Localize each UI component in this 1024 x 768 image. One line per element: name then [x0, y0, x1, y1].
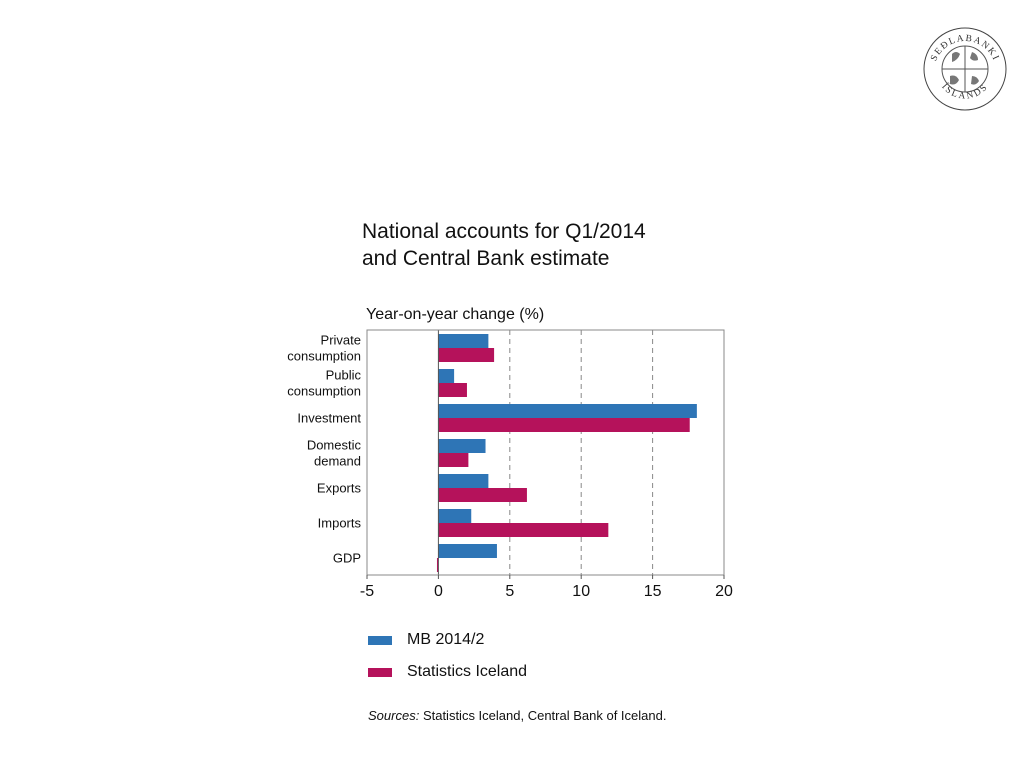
bar-mb-0: [438, 334, 489, 348]
legend: MB 2014/2 Statistics Iceland: [368, 624, 527, 688]
bar-mb-6: [438, 544, 497, 558]
tick-label-4: 15: [644, 583, 662, 600]
bar-chart: PrivateconsumptionPublicconsumptionInves…: [287, 329, 733, 600]
category-label-5-0: Imports: [318, 516, 362, 531]
bar-statistics-iceland-6: [436, 558, 439, 572]
sources-note: Sources: Statistics Iceland, Central Ban…: [368, 708, 666, 723]
tick-label-1: 0: [434, 583, 443, 600]
bar-statistics-iceland-4: [438, 488, 527, 502]
category-label-0-1: consumption: [287, 349, 361, 364]
bar-mb-3: [438, 439, 486, 453]
bar-statistics-iceland-0: [438, 348, 495, 362]
legend-swatch-mb: [368, 635, 392, 645]
bar-mb-1: [438, 369, 455, 383]
bar-statistics-iceland-2: [438, 418, 690, 432]
tick-label-3: 10: [572, 583, 590, 600]
bar-statistics-iceland-1: [438, 383, 467, 397]
category-label-1-1: consumption: [287, 384, 361, 399]
legend-label-statistics-iceland: Statistics Iceland: [407, 663, 528, 680]
chart-title-line-1: National accounts for Q1/2014: [362, 220, 646, 243]
bar-statistics-iceland-5: [438, 523, 609, 537]
category-label-2-0: Investment: [297, 411, 361, 426]
category-label-0-0: Private: [321, 333, 361, 348]
category-label-3-1: demand: [314, 454, 361, 469]
category-label-6-0: GDP: [333, 551, 361, 566]
legend-swatch-statistics-iceland: [368, 667, 392, 677]
bar-mb-5: [438, 509, 472, 523]
legend-label-mb: MB 2014/2: [407, 631, 485, 648]
legend-item-mb: MB 2014/2: [368, 624, 527, 656]
bar-statistics-iceland-3: [438, 453, 469, 467]
plot-frame: [366, 329, 725, 576]
bar-mb-2: [438, 404, 697, 418]
chart-title-line-2: and Central Bank estimate: [362, 247, 610, 270]
central-bank-seal-logo: SEÐLABANKI ÍSLANDS: [923, 27, 1007, 111]
tick-label-0: -5: [360, 583, 374, 600]
category-label-3-0: Domestic: [307, 438, 362, 453]
sources-text: Statistics Iceland, Central Bank of Icel…: [422, 708, 667, 723]
bar-mb-4: [438, 474, 489, 488]
category-label-4-0: Exports: [317, 481, 362, 496]
sources-label: Sources:: [368, 708, 420, 723]
tick-label-5: 20: [715, 583, 733, 600]
legend-item-statistics-iceland: Statistics Iceland: [368, 656, 527, 688]
tick-label-2: 5: [505, 583, 514, 600]
axis-label: Year-on-year change (%): [366, 306, 545, 323]
category-label-1-0: Public: [326, 368, 362, 383]
chart-title: National accounts for Q1/2014 and Centra…: [362, 218, 646, 272]
